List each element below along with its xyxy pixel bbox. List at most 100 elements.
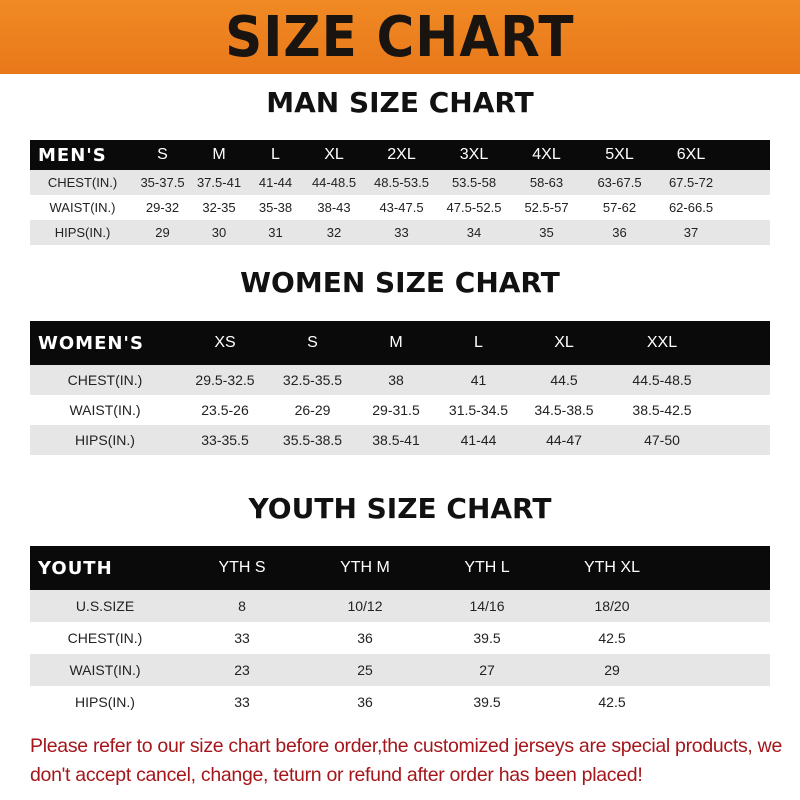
table-cell: 29 xyxy=(155,225,170,240)
header-cell: YOUTH xyxy=(38,557,113,579)
header-cell: L xyxy=(474,334,483,351)
youth-title: YOUTH SIZE CHART xyxy=(248,492,552,525)
table-cell: 47-50 xyxy=(644,432,680,448)
header-cell: YTH M xyxy=(340,559,390,576)
table-cell: 37 xyxy=(683,225,699,240)
order-notice: Please refer to our size chart before or… xyxy=(30,735,782,786)
table-cell: 39.5 xyxy=(473,630,501,646)
header-cell: 6XL xyxy=(676,146,706,163)
header-cell: 5XL xyxy=(605,146,634,163)
header-cell: YTH S xyxy=(218,559,266,576)
table-cell: 36 xyxy=(612,225,627,240)
header-row: WOMEN'S XS S M L XL XXL xyxy=(30,321,770,365)
banner: SIZE CHART xyxy=(0,0,800,74)
banner-title: SIZE CHART xyxy=(225,4,575,70)
table-cell: CHEST(IN.) xyxy=(47,175,118,190)
table-row: WAIST(IN.) 29-32 32-35 35-38 38-43 43-47.5 47.… xyxy=(30,195,770,220)
table-row: CHEST(IN.) 29.5-32.5 32.5-35.5 38 41 44.5 44.5… xyxy=(30,365,770,395)
header-cell: MEN'S xyxy=(38,144,107,166)
men-title: MAN SIZE CHART xyxy=(266,86,534,119)
table-cell: 14/16 xyxy=(469,598,505,614)
table-cell: 38.5-41 xyxy=(372,432,420,448)
table-cell: 8 xyxy=(238,598,246,614)
header-cell: S xyxy=(307,334,318,351)
table-cell: 26-29 xyxy=(294,402,331,418)
header-cell: WOMEN'S xyxy=(38,332,144,354)
header-cell: YTH L xyxy=(464,559,510,576)
table-cell: 44-48.5 xyxy=(311,175,357,190)
table-cell: CHEST(IN.) xyxy=(67,630,143,646)
table-cell: 18/20 xyxy=(594,598,630,614)
header-cell: 3XL xyxy=(459,146,489,163)
table-cell: 58-63 xyxy=(529,175,564,190)
men-size-table: MEN'S S M L XL 2XL 3XL 4XL 5XL 6XL CHEST(IN.) 35-37… xyxy=(30,140,770,245)
table-row: U.S.SIZE 8 10/12 14/16 18/20 xyxy=(30,590,770,622)
women-size-table: WOMEN'S XS S M L XL XXL CHEST(IN.) 29.5-32.5 32.5… xyxy=(30,321,770,455)
header-cell: XL xyxy=(554,334,574,351)
table-cell: HIPS(IN.) xyxy=(54,225,111,240)
table-row: WAIST(IN.) 23 25 27 29 xyxy=(30,654,770,686)
table-cell: 10/12 xyxy=(347,598,383,614)
table-cell: 32 xyxy=(326,225,342,240)
table-cell: 27 xyxy=(479,662,495,678)
table-row: HIPS(IN.) 29 30 31 32 33 34 35 36 37 xyxy=(30,220,770,245)
table-cell: 38 xyxy=(388,372,404,388)
header-row: YOUTH YTH S YTH M YTH L YTH XL xyxy=(30,546,770,590)
table-cell: 23 xyxy=(234,662,250,678)
table-cell: 36 xyxy=(357,694,373,710)
table-cell: 23.5-26 xyxy=(201,402,249,418)
header-cell: M xyxy=(212,146,226,163)
table-cell: 33 xyxy=(234,630,250,646)
table-cell: 57-62 xyxy=(602,200,637,215)
table-cell: 31.5-34.5 xyxy=(448,402,509,418)
table-cell: 25 xyxy=(357,662,373,678)
header-cell: XL xyxy=(324,146,344,163)
table-cell: HIPS(IN.) xyxy=(75,432,135,448)
table-cell: 41-44 xyxy=(460,432,497,448)
table-cell: 41 xyxy=(470,372,487,388)
table-cell: 63-67.5 xyxy=(597,175,642,190)
table-cell: 42.5 xyxy=(598,630,626,646)
table-cell: 44.5-48.5 xyxy=(632,372,692,388)
table-cell: 62-66.5 xyxy=(668,200,714,215)
header-cell: S xyxy=(157,146,168,163)
table-cell: 34.5-38.5 xyxy=(534,402,594,418)
table-cell: 32-35 xyxy=(202,200,236,215)
table-cell: 44.5 xyxy=(550,372,578,388)
header-row: MEN'S S M L XL 2XL 3XL 4XL 5XL 6XL xyxy=(30,140,770,170)
header-cell: XXL xyxy=(646,334,678,351)
table-cell: 29.5-32.5 xyxy=(195,372,255,388)
header-cell: L xyxy=(271,146,280,163)
table-cell: 33-35.5 xyxy=(201,432,249,448)
header-cell: YTH XL xyxy=(583,559,640,576)
table-row: WAIST(IN.) 23.5-26 26-29 29-31.5 31.5-34.5 34… xyxy=(30,395,770,425)
table-cell: 29 xyxy=(604,662,620,678)
table-cell: 31 xyxy=(268,225,283,240)
table-cell: 38-43 xyxy=(317,200,351,215)
women-title: WOMEN SIZE CHART xyxy=(240,266,560,299)
table-cell: 53.5-58 xyxy=(451,175,497,190)
table-row: CHEST(IN.) 33 36 39.5 42.5 xyxy=(30,622,770,654)
table-cell: 35 xyxy=(539,225,554,240)
table-row: HIPS(IN.) 33-35.5 35.5-38.5 38.5-41 41-44 44-… xyxy=(30,425,770,455)
table-cell: 44-47 xyxy=(546,432,582,448)
table-row: HIPS(IN.) 33 36 39.5 42.5 xyxy=(30,686,770,718)
header-cell: M xyxy=(389,334,403,351)
table-cell: 32.5-35.5 xyxy=(282,372,343,388)
table-cell: 41-44 xyxy=(258,175,293,190)
table-cell: 29-32 xyxy=(145,200,180,215)
table-cell: 36 xyxy=(357,630,373,646)
table-row: CHEST(IN.) 35-37.5 37.5-41 41-44 44-48.5 48.5… xyxy=(30,170,770,195)
table-cell: WAIST(IN.) xyxy=(69,662,141,678)
table-cell: 30 xyxy=(211,225,227,240)
table-cell: WAIST(IN.) xyxy=(69,402,141,418)
table-cell: U.S.SIZE xyxy=(75,598,135,614)
table-cell: 37.5-41 xyxy=(196,175,242,190)
table-cell: CHEST(IN.) xyxy=(67,372,143,388)
header-cell: XS xyxy=(214,334,236,351)
table-cell: 33 xyxy=(234,694,250,710)
table-cell: WAIST(IN.) xyxy=(49,200,116,215)
table-cell: 39.5 xyxy=(473,694,501,710)
table-cell: 52.5-57 xyxy=(524,200,569,215)
header-cell: 2XL xyxy=(387,146,416,163)
